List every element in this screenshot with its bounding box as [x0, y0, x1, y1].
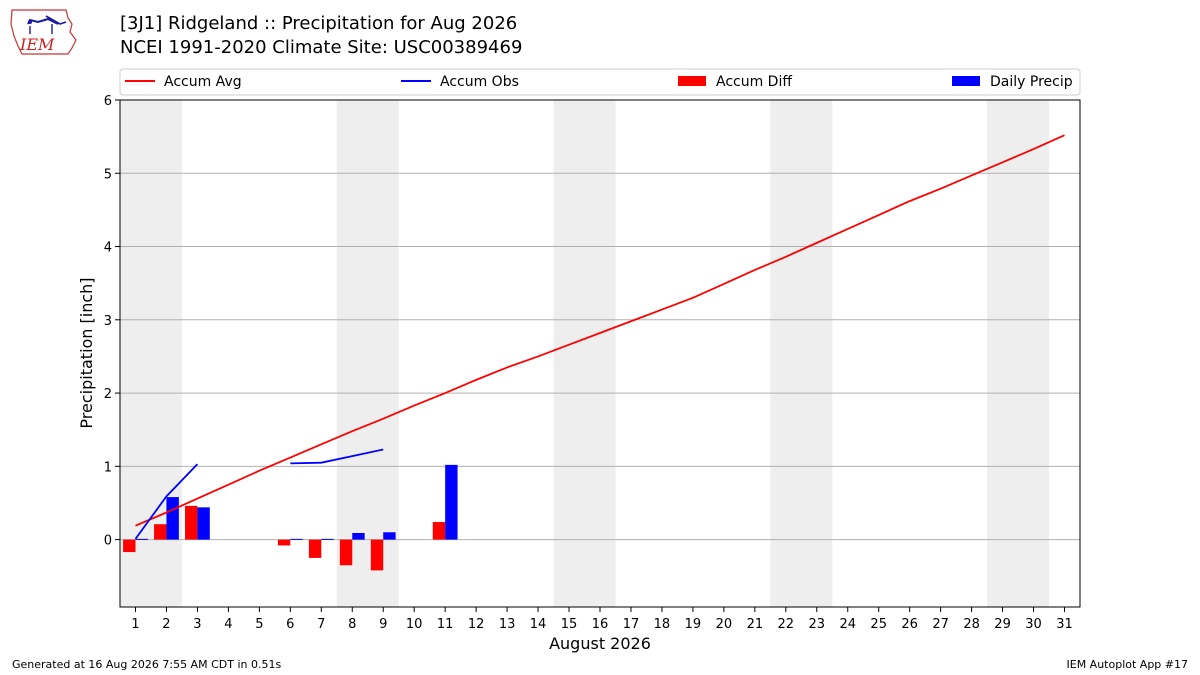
daily-precip-bar-6: [290, 538, 303, 540]
daily-precip-bars: [135, 464, 458, 540]
x-tick-label-15: 15: [561, 617, 578, 632]
x-tick-label-2: 2: [162, 617, 170, 632]
x-tick-label-3: 3: [193, 617, 201, 632]
legend-label-accum-diff: Accum Diff: [716, 74, 792, 90]
x-tick-label-13: 13: [499, 617, 516, 632]
weekend-band-15-16: [553, 100, 616, 607]
y-axis-label: Precipitation [inch]: [77, 277, 96, 428]
x-axis-ticks: 1 2 3 4 5 6 7 8 9 10 11 12 13 14 15 16 17 18 19 20 21 22 23 24 2…: [131, 607, 1073, 632]
x-tick-label-12: 12: [468, 617, 485, 632]
x-tick-label-10: 10: [406, 617, 423, 632]
accum-diff-bar-3: [185, 505, 198, 540]
x-tick-label-5: 5: [255, 617, 263, 632]
series-lines: [134, 134, 1065, 540]
daily-precip-bar-2: [166, 497, 179, 540]
x-tick-label-9: 9: [379, 617, 387, 632]
y-axis-ticks: 0 1 2 3 4 5 6: [104, 94, 120, 549]
x-tick-label-1: 1: [131, 617, 139, 632]
weekend-band-29-30: [987, 100, 1050, 607]
y-tick-label-3: 3: [104, 314, 112, 329]
legend: Accum Avg Accum Obs Accum Diff Daily Pre…: [119, 68, 1081, 96]
x-tick-label-6: 6: [286, 617, 294, 632]
daily-precip-bar-9: [383, 532, 396, 540]
legend-label-daily-precip: Daily Precip: [990, 74, 1073, 90]
x-tick-label-21: 21: [747, 617, 764, 632]
weekend-band-22-23: [770, 100, 833, 607]
accum-diff-bars: [123, 505, 446, 571]
accum-diff-bar-8: [339, 539, 353, 566]
x-tick-label-16: 16: [592, 617, 609, 632]
daily-precip-bar-8: [352, 533, 365, 540]
y-tick-label-0: 0: [104, 534, 112, 549]
legend-swatch-accum-diff: [678, 76, 706, 86]
x-tick-label-8: 8: [348, 617, 356, 632]
footer-app: IEM Autoplot App #17: [1066, 658, 1189, 671]
x-tick-label-30: 30: [1025, 617, 1042, 632]
daily-precip-bar-7: [321, 538, 334, 540]
legend-swatch-daily-precip: [952, 76, 980, 86]
accum-diff-bar-6: [277, 539, 291, 546]
legend-frame: [119, 68, 1081, 96]
legend-label-accum-obs: Accum Obs: [440, 74, 519, 90]
y-tick-label-4: 4: [104, 241, 112, 256]
accum-diff-bar-7: [308, 539, 322, 558]
weekend-band-8-9: [336, 100, 399, 607]
chart-title: [3J1] Ridgeland :: Precipitation for Aug…: [120, 13, 518, 34]
x-tick-label-23: 23: [809, 617, 826, 632]
iem-logo: IEM: [10, 9, 77, 55]
x-tick-label-26: 26: [901, 617, 918, 632]
x-tick-label-14: 14: [530, 617, 547, 632]
x-tick-label-17: 17: [623, 617, 640, 632]
x-tick-label-4: 4: [224, 617, 232, 632]
accum-obs-line-0: [134, 463, 199, 540]
x-axis-label: August 2026: [549, 634, 651, 653]
accum-avg-line-0: [135, 134, 1065, 527]
accum-diff-bar-9: [370, 539, 384, 571]
accum-obs-line-1: [290, 448, 384, 465]
accum-diff-bar-1: [123, 539, 136, 553]
logo-text: IEM: [19, 35, 55, 54]
chart-subtitle: NCEI 1991-2020 Climate Site: USC00389469: [120, 37, 523, 58]
x-tick-label-31: 31: [1056, 617, 1073, 632]
footer-generated: Generated at 16 Aug 2026 7:55 AM CDT in …: [12, 658, 282, 671]
accum-diff-bar-2: [154, 524, 167, 540]
y-tick-label-5: 5: [104, 167, 112, 182]
legend-label-accum-avg: Accum Avg: [164, 74, 242, 90]
x-tick-label-18: 18: [654, 617, 671, 632]
x-tick-label-24: 24: [839, 617, 856, 632]
daily-precip-bar-3: [197, 507, 210, 540]
x-tick-label-11: 11: [437, 617, 454, 632]
x-tick-label-28: 28: [963, 617, 980, 632]
y-tick-label-6: 6: [104, 94, 112, 109]
accum-diff-bar-11: [432, 522, 446, 540]
x-tick-label-7: 7: [317, 617, 325, 632]
x-tick-label-27: 27: [932, 617, 949, 632]
x-tick-label-29: 29: [994, 617, 1011, 632]
daily-precip-bar-1: [135, 538, 148, 540]
y-tick-label-1: 1: [104, 460, 112, 475]
weekend-bands: [120, 100, 1050, 607]
daily-precip-bar-11: [445, 464, 458, 540]
x-tick-label-19: 19: [685, 617, 702, 632]
x-tick-label-22: 22: [778, 617, 795, 632]
x-tick-label-25: 25: [870, 617, 887, 632]
y-tick-label-2: 2: [104, 387, 112, 402]
x-tick-label-20: 20: [716, 617, 733, 632]
